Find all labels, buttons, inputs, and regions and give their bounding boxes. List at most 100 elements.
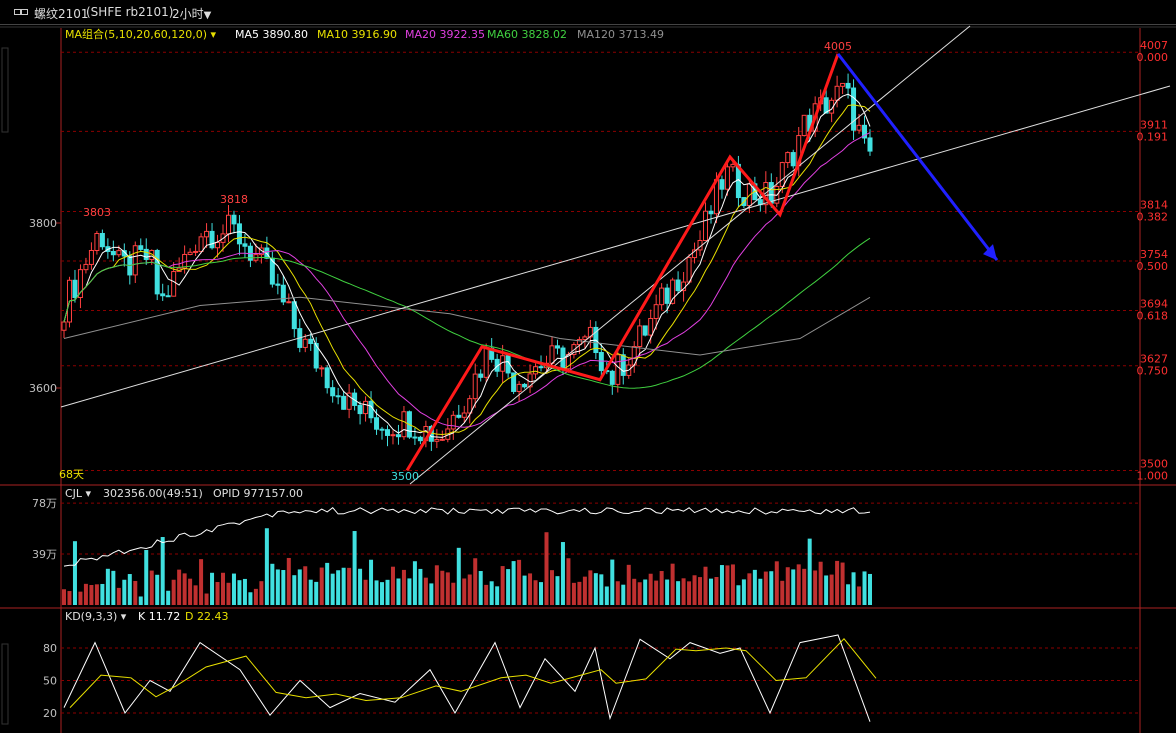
candle-body — [730, 163, 736, 168]
volume-bar — [286, 557, 291, 605]
title-bar: 螺纹2101 (SHFE rb2101) 2小时▼ — [0, 0, 1176, 25]
candle-body — [193, 250, 199, 253]
volume-bar — [199, 559, 204, 605]
fib-ratio-label: 0.750 — [1137, 365, 1169, 378]
candle-body — [374, 417, 380, 430]
volume-bar — [780, 580, 785, 605]
volume-bar — [270, 563, 275, 605]
candle-body — [280, 284, 286, 303]
volume-bar — [478, 571, 483, 605]
volume-bar — [237, 580, 242, 605]
candle-body — [576, 339, 582, 346]
volume-bar — [489, 581, 494, 605]
volume-bar — [127, 574, 132, 605]
candle-body — [209, 230, 215, 249]
volume-bar — [577, 581, 582, 605]
ma-legend-item: MA20 3922.35 — [405, 28, 485, 41]
volume-bar — [418, 568, 423, 605]
candle-body — [138, 245, 144, 250]
extreme-label: 3500 — [391, 470, 419, 483]
candle-body — [204, 230, 210, 238]
scroll-handle[interactable] — [1, 47, 9, 133]
extreme-label: 4005 — [824, 40, 852, 53]
volume-bar — [83, 583, 88, 605]
candle-body — [291, 301, 297, 330]
volume-bar — [116, 587, 121, 605]
candle-body — [867, 137, 873, 152]
volume-bar — [111, 570, 116, 605]
fib-ratio-label: 1.000 — [1137, 470, 1169, 483]
candle-body — [363, 400, 369, 415]
candle-body — [615, 354, 621, 385]
candle-body — [533, 366, 539, 375]
volume-bar — [467, 574, 472, 605]
volume-bar — [253, 588, 258, 605]
candle-body — [456, 414, 462, 418]
candle-body — [686, 257, 692, 283]
volume-bar — [188, 578, 193, 605]
volume-bar — [138, 596, 143, 605]
volume-bar — [369, 559, 374, 605]
volume-bar — [708, 578, 713, 605]
wave-pattern-line — [405, 53, 840, 472]
ma-combo-label[interactable]: MA组合(5,10,20,60,120,0) ▾ — [65, 27, 217, 41]
volume-bar — [160, 537, 165, 605]
period-selector[interactable]: 2小时▼ — [172, 5, 211, 22]
candle-body — [308, 338, 314, 344]
volume-bar — [539, 582, 544, 605]
volume-bar — [215, 582, 220, 605]
candle-body — [719, 179, 725, 190]
candle-body — [346, 392, 352, 410]
volume-bar — [144, 550, 149, 605]
kd-d-value: D 22.43 — [185, 610, 228, 623]
volume-bar — [517, 559, 522, 605]
volume-bar — [730, 564, 735, 605]
volume-bar — [851, 572, 856, 605]
link-icon[interactable] — [14, 8, 28, 16]
fib-price-label: 3814 — [1140, 198, 1168, 211]
volume-bar — [182, 573, 187, 605]
volume-bar — [352, 531, 357, 605]
volume-bar — [692, 575, 697, 605]
candle-body — [522, 383, 528, 388]
candle-body — [450, 414, 456, 430]
volume-bar — [648, 573, 653, 605]
chart-area[interactable]: 3800360040070.00039110.19138140.38237540… — [0, 24, 1176, 733]
volume-indicator-label[interactable]: CJL ▾ — [65, 487, 92, 500]
volume-bar — [544, 532, 549, 605]
candle-body — [198, 236, 204, 252]
fib-ratio-label: 0.191 — [1137, 130, 1169, 143]
candle-body — [845, 82, 851, 89]
volume-bar — [857, 586, 862, 605]
kd-indicator-label[interactable]: KD(9,3,3) ▾ — [65, 610, 127, 623]
candle-body — [341, 395, 347, 410]
scroll-handle[interactable] — [1, 643, 9, 725]
volume-bar — [769, 571, 774, 605]
candle-body — [823, 97, 829, 114]
candle-body — [637, 325, 643, 348]
fib-price-label: 3911 — [1140, 118, 1168, 131]
volume-bar — [281, 570, 286, 605]
volume-bar — [462, 578, 467, 605]
volume-bar — [347, 567, 352, 605]
ma-legend-item: MA60 3828.02 — [487, 28, 567, 41]
candle-body — [379, 428, 385, 431]
open-interest-value: OPID 977157.00 — [213, 487, 303, 500]
trendline — [60, 85, 1171, 408]
fib-price-label: 3627 — [1140, 353, 1168, 366]
chevron-down-icon: ▼ — [203, 10, 212, 21]
candle-body — [620, 354, 626, 376]
volume-bar — [248, 592, 253, 605]
volume-bar — [445, 572, 450, 605]
candle-body — [785, 152, 791, 164]
fib-ratio-label: 0.000 — [1137, 51, 1169, 64]
volume-bar — [632, 578, 637, 605]
volume-bar — [747, 573, 752, 605]
candle-body — [659, 287, 665, 306]
candle-body — [110, 250, 116, 256]
fib-price-label: 3754 — [1140, 248, 1168, 261]
ma60-line — [63, 237, 871, 389]
volume-bar — [763, 571, 768, 605]
fib-price-label: 3694 — [1140, 297, 1168, 310]
candle-body — [77, 269, 83, 298]
